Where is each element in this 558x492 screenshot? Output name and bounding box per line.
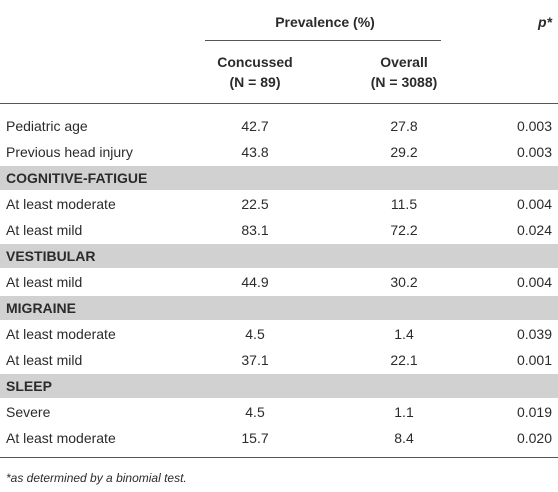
p-header: p* xyxy=(538,14,552,30)
section-title: COGNITIVE-FATIGUE xyxy=(6,170,148,186)
section-bar xyxy=(0,374,558,398)
cell: 29.2 xyxy=(390,144,418,160)
cell: 1.1 xyxy=(394,404,414,420)
cell: 83.1 xyxy=(241,222,269,238)
cell: 8.4 xyxy=(394,430,414,446)
p-value: 0.019 xyxy=(516,404,552,420)
row-label: At least moderate xyxy=(6,196,116,212)
cell: 37.1 xyxy=(241,352,269,368)
row-label: At least moderate xyxy=(6,326,116,342)
cell: 44.9 xyxy=(241,274,269,290)
row-label: Severe xyxy=(6,404,51,420)
section-title: MIGRAINE xyxy=(6,300,76,316)
section-bar xyxy=(0,244,558,268)
p-value: 0.004 xyxy=(516,196,552,212)
section-bar xyxy=(0,296,558,320)
row-label: At least mild xyxy=(6,352,83,368)
row-label: Previous head injury xyxy=(6,144,133,160)
cell: 15.7 xyxy=(241,430,269,446)
column-n: (N = 3088) xyxy=(370,74,438,90)
row-label: At least moderate xyxy=(6,430,116,446)
section-bar xyxy=(0,166,558,190)
cell: 4.5 xyxy=(245,404,265,420)
column-n: (N = 89) xyxy=(229,74,281,90)
p-value: 0.020 xyxy=(516,430,552,446)
cell: 4.5 xyxy=(245,326,265,342)
cell: 1.4 xyxy=(394,326,414,342)
p-value: 0.024 xyxy=(516,222,552,238)
p-value: 0.001 xyxy=(516,352,552,368)
p-value: 0.004 xyxy=(516,274,552,290)
column-header: Overall xyxy=(380,54,428,70)
group-header: Prevalence (%) xyxy=(275,14,375,30)
header-rule xyxy=(0,103,558,104)
cell: 42.7 xyxy=(241,118,269,134)
cell: 30.2 xyxy=(390,274,418,290)
column-header: Concussed xyxy=(217,54,293,70)
section-title: VESTIBULAR xyxy=(6,248,96,264)
row-label: At least mild xyxy=(6,222,83,238)
group-rule xyxy=(205,40,441,41)
cell: 22.1 xyxy=(390,352,418,368)
bottom-rule xyxy=(0,457,558,458)
cell: 72.2 xyxy=(390,222,418,238)
cell: 22.5 xyxy=(241,196,269,212)
p-value: 0.003 xyxy=(516,118,552,134)
cell: 11.5 xyxy=(390,196,418,212)
cell: 43.8 xyxy=(241,144,269,160)
section-title: SLEEP xyxy=(6,378,52,394)
row-label: Pediatric age xyxy=(6,118,88,134)
row-label: At least mild xyxy=(6,274,83,290)
cell: 27.8 xyxy=(390,118,418,134)
p-value: 0.003 xyxy=(516,144,552,160)
footnote: *as determined by a binomial test. xyxy=(6,471,187,485)
p-value: 0.039 xyxy=(516,326,552,342)
